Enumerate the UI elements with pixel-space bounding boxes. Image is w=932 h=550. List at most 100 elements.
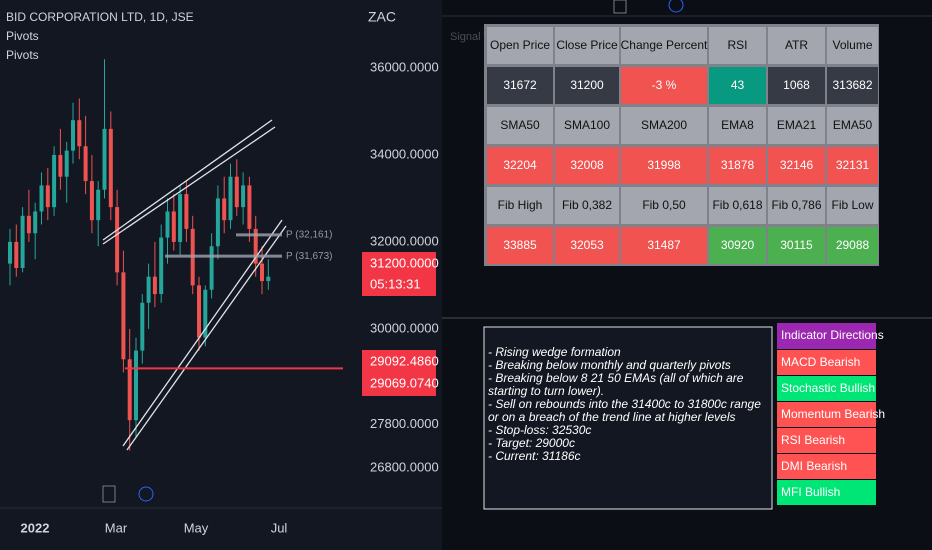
candle-body [146, 276, 151, 303]
table-cell-text: Change Percent [621, 38, 708, 52]
candle-body [134, 350, 138, 421]
earnings-icon[interactable] [613, 0, 627, 14]
direction-bg [777, 350, 876, 375]
table-cell-text: Fib Low [831, 198, 873, 212]
note-line-part: or on a breach of the trend line at high… [488, 410, 736, 424]
candle-body [215, 198, 220, 247]
countdown: 05:13:31 [370, 276, 421, 291]
table-cell-text: EMA8 [721, 118, 754, 132]
candle-body [121, 272, 126, 360]
signal-table: Open Price Close Price Change Percent RSI AT… [487, 27, 878, 264]
table-cell-text: SMA200 [641, 118, 687, 132]
table-cell-text: 32008 [570, 158, 604, 172]
table-cell [709, 27, 766, 64]
table-cell [768, 187, 825, 224]
table-cell [621, 107, 707, 144]
indicator-directions: Indicator Directions MACD Bearish Stochast… [777, 323, 885, 505]
indicator-label: Pivots [6, 48, 39, 62]
candle-body [115, 207, 120, 273]
candle-body [58, 154, 63, 177]
candle-body [222, 198, 227, 221]
table-cell-text: 313682 [832, 78, 872, 92]
price-label: 36000.0000 [370, 59, 439, 74]
table-cell-text: SMA50 [500, 118, 540, 132]
price-label: 27800.0000 [370, 416, 439, 431]
directions-title: Indicator Directions [781, 328, 884, 342]
table-cell-text: Fib 0,382 [562, 198, 612, 212]
direction-label: MACD Bearish [781, 355, 860, 369]
earnings-icon[interactable] [102, 485, 116, 503]
note-line-part: starting to turn lower). [488, 384, 604, 398]
candle-body [159, 237, 164, 295]
direction-label: RSI Bearish [781, 433, 845, 447]
price-label: 34000.0000 [370, 146, 439, 161]
signal-table-bg [484, 24, 879, 266]
overlay: 36000.0000 34000.0000 32000.0000 30000.0000… [21, 59, 439, 535]
note-line-part: - Rising wedge formation [488, 345, 621, 359]
candle-body [64, 150, 69, 177]
candle-body [52, 154, 57, 208]
candle-body [178, 194, 183, 242]
table-cell [768, 67, 825, 104]
table-cell [827, 187, 878, 224]
candle-body [228, 176, 233, 221]
table-cell-text: SMA100 [564, 118, 610, 132]
candle-body [33, 211, 38, 234]
direction-bg [777, 376, 876, 401]
candle-body [203, 289, 208, 338]
table-cell-text: 1068 [783, 78, 810, 92]
table-cell [827, 27, 878, 64]
note-line: - Current: 31186c [488, 449, 581, 463]
direction-bg [777, 428, 876, 453]
table-cell-text: 32131 [836, 158, 870, 172]
wedge-line [126, 225, 287, 451]
note-line-part: - Target: 29000c [488, 436, 575, 450]
table-cell-text: Volume [832, 38, 872, 52]
table-cell [768, 27, 825, 64]
table-cell [709, 107, 766, 144]
time-label: May [184, 520, 209, 535]
table-cell-text: 31487 [647, 238, 681, 252]
table-cell-text: -3 % [652, 78, 677, 92]
direction-label: MFI Bullish [781, 485, 840, 499]
table-cell [768, 227, 825, 264]
directions-title-bg [777, 323, 876, 349]
table-cell-text: ATR [785, 38, 808, 52]
table-cell-text: 31878 [721, 158, 755, 172]
table-cell [621, 67, 707, 104]
candle-body [253, 228, 258, 264]
note-line: - Stop-loss: 32530c [488, 423, 591, 437]
candle-body [209, 246, 214, 290]
candle-body [26, 215, 31, 234]
notes-box [483, 326, 773, 510]
candle-body [140, 302, 145, 351]
table-cell-text: EMA21 [777, 118, 817, 132]
price-label: 30000.0000 [370, 320, 439, 335]
table-cell [621, 227, 707, 264]
table-cell-text: 31200 [570, 78, 604, 92]
table-cell [827, 147, 878, 184]
candle-body [71, 120, 75, 151]
table-cell-text: 31672 [503, 78, 537, 92]
candle-body [241, 185, 246, 208]
table-cell-text: 29088 [836, 238, 870, 252]
candle-body [14, 241, 19, 268]
table-cell-text: Fib 0,786 [771, 198, 821, 212]
note-line: - Breaking below 8 21 50 EMAs (all of wh… [488, 371, 744, 398]
price-label: 26800.0000 [370, 459, 439, 474]
candle-body [165, 211, 170, 238]
candle-body [77, 120, 82, 147]
direction-bg [777, 454, 876, 479]
dividend-icon[interactable] [138, 486, 154, 502]
table-cell [827, 67, 878, 104]
table-cell [709, 227, 766, 264]
table-cell-text: 32204 [503, 158, 537, 172]
candle-body [45, 185, 50, 208]
last-price: 31200.0000 [370, 255, 439, 270]
dividend-icon[interactable] [668, 0, 684, 13]
notes: - Rising wedge formation - Breaking below… [488, 345, 761, 463]
table-cell [621, 27, 707, 64]
table-cell-text: 30920 [721, 238, 755, 252]
currency-label: ZAC [368, 9, 396, 25]
table-cell-text: 43 [731, 78, 745, 92]
